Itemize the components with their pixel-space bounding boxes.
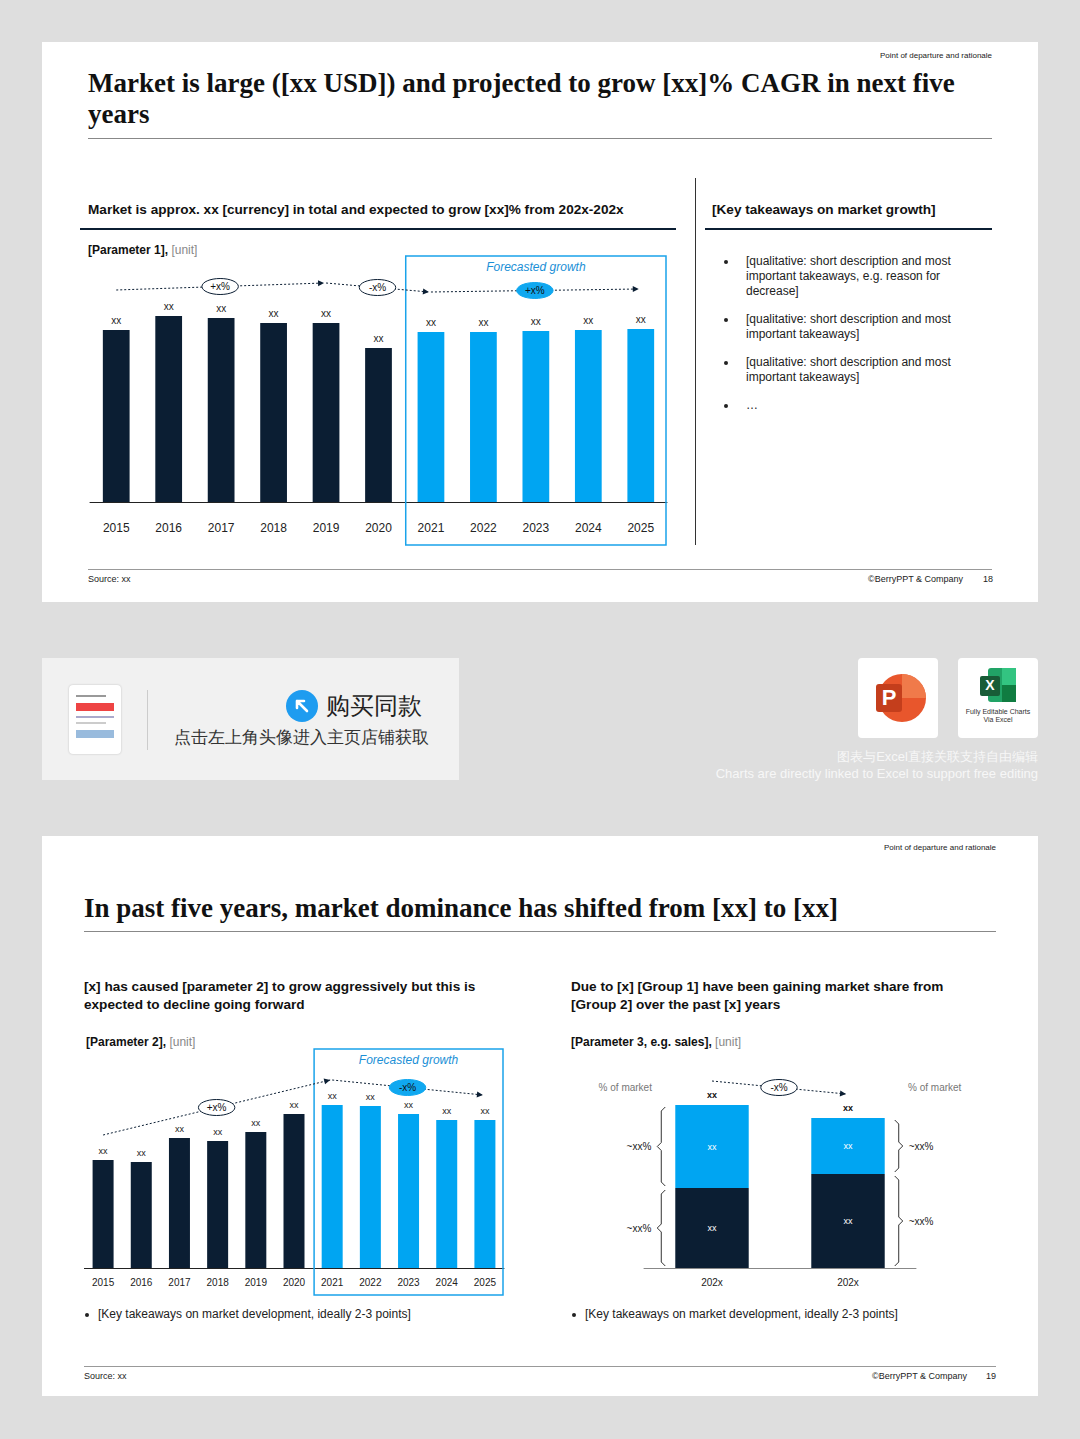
- html-text:P: P: [881, 685, 897, 710]
- svg-text:xx: xx: [480, 1106, 490, 1116]
- html-text:[Key takeaways on market devel: [Key takeaways on market development, id…: [585, 1307, 898, 1321]
- svg-text:xx: xx: [583, 315, 593, 326]
- svg-text:2023: 2023: [523, 521, 550, 535]
- svg-text:2024: 2024: [436, 1277, 459, 1288]
- svg-text:202x: 202x: [837, 1277, 859, 1288]
- svg-text:xx: xx: [374, 333, 384, 344]
- html-text:购买同款: 购买同款: [326, 692, 422, 719]
- svg-text:% of market: % of market: [908, 1082, 962, 1093]
- svg-text:+x%: +x%: [207, 1102, 227, 1113]
- svg-text:~xx%: ~xx%: [909, 1141, 934, 1152]
- svg-text:~xx%: ~xx%: [909, 1216, 934, 1227]
- svg-text:2020: 2020: [283, 1277, 306, 1288]
- svg-text:2024: 2024: [575, 521, 602, 535]
- svg-text:xx: xx: [531, 316, 541, 327]
- svg-text:+x%: +x%: [525, 285, 545, 296]
- html-text:[x] has caused [parameter 2] t: [x] has caused [parameter 2] to grow agg…: [84, 979, 476, 1012]
- html-text:Fully Editable Charts Via Exce: Fully Editable Charts Via Excel: [965, 708, 1031, 723]
- html-text:Due to [x] [Group 1] have been: Due to [x] [Group 1] have been gaining m…: [571, 979, 944, 1012]
- html-text:©BerryPPT & Company: ©BerryPPT & Company: [868, 574, 963, 584]
- svg-text:2018: 2018: [207, 1277, 230, 1288]
- svg-text:xx: xx: [844, 1216, 854, 1226]
- svg-text:xx: xx: [290, 1100, 300, 1110]
- svg-text:xx: xx: [175, 1124, 185, 1134]
- svg-text:xx: xx: [321, 308, 331, 319]
- html-text:Point of departure and rationa: Point of departure and rationale: [883, 843, 996, 852]
- svg-text:202x: 202x: [701, 1277, 723, 1288]
- svg-text:xx: xx: [636, 314, 646, 325]
- svg-text:xx: xx: [843, 1103, 853, 1113]
- svg-text:xx: xx: [708, 1142, 718, 1152]
- html-text:图表与Excel直接关联支持自由编辑: 图表与Excel直接关联支持自由编辑: [837, 749, 1038, 764]
- svg-text:-x%: -x%: [770, 1082, 787, 1093]
- html-text:Market is large ([xx USD]) and: Market is large ([xx USD]) and projected…: [88, 68, 955, 129]
- svg-text:2016: 2016: [155, 521, 182, 535]
- html-text:©BerryPPT & Company: ©BerryPPT & Company: [872, 1371, 967, 1381]
- html-text:In past five years, market dom: In past five years, market dominance has…: [84, 893, 838, 923]
- html-text:Source: xx: Source: xx: [88, 574, 131, 584]
- html-text:Point of departure and rationa: Point of departure and rationale: [879, 51, 992, 60]
- svg-text:2021: 2021: [418, 521, 445, 535]
- svg-text:xx: xx: [328, 1091, 338, 1101]
- svg-text:2025: 2025: [474, 1277, 497, 1288]
- svg-text:xx: xx: [442, 1106, 452, 1116]
- html-text:[qualitative: short descriptio: [qualitative: short description and most…: [746, 355, 951, 384]
- html-text:Source: xx: Source: xx: [84, 1371, 127, 1381]
- html-text:19: 19: [986, 1371, 996, 1381]
- svg-text:2018: 2018: [260, 521, 287, 535]
- svg-text:Forecasted growth: Forecasted growth: [359, 1053, 459, 1067]
- svg-text:xx: xx: [366, 1092, 376, 1102]
- svg-text:xx: xx: [707, 1090, 717, 1100]
- svg-text:xx: xx: [844, 1141, 854, 1151]
- svg-text:% of market: % of market: [599, 1082, 653, 1093]
- html-text:[Key takeaways on market devel: [Key takeaways on market development, id…: [98, 1307, 411, 1321]
- svg-text:2021: 2021: [321, 1277, 344, 1288]
- svg-text:2017: 2017: [168, 1277, 191, 1288]
- svg-text:xx: xx: [269, 308, 279, 319]
- svg-text:-x%: -x%: [369, 282, 386, 293]
- svg-text:2015: 2015: [92, 1277, 115, 1288]
- html-text:Charts are directly linked to: Charts are directly linked to Excel to s…: [715, 766, 1038, 781]
- html-text:[Parameter 1], [unit]: [Parameter 1], [unit]: [88, 243, 198, 257]
- html-text:X: X: [985, 677, 995, 693]
- svg-text:~xx%: ~xx%: [627, 1223, 652, 1234]
- svg-text:~xx%: ~xx%: [627, 1141, 652, 1152]
- html-text:18: 18: [983, 574, 993, 584]
- svg-text:2016: 2016: [130, 1277, 153, 1288]
- html-text:[Parameter 3, e.g. sales], [un: [Parameter 3, e.g. sales], [unit]: [571, 1035, 742, 1049]
- svg-text:-x%: -x%: [399, 1082, 416, 1093]
- svg-text:2022: 2022: [470, 521, 497, 535]
- svg-text:+x%: +x%: [210, 281, 230, 292]
- svg-text:xx: xx: [164, 301, 174, 312]
- svg-text:xx: xx: [111, 315, 121, 326]
- svg-text:xx: xx: [251, 1118, 261, 1128]
- svg-text:xx: xx: [213, 1127, 223, 1137]
- html-text:[qualitative: short descriptio: [qualitative: short description and most…: [746, 312, 951, 341]
- svg-text:2019: 2019: [313, 521, 340, 535]
- html-text:[Parameter 2], [unit]: [Parameter 2], [unit]: [86, 1035, 196, 1049]
- html-text:[qualitative: short descriptio: [qualitative: short description and most…: [746, 254, 951, 298]
- svg-text:2023: 2023: [397, 1277, 420, 1288]
- svg-text:xx: xx: [137, 1148, 147, 1158]
- svg-text:2015: 2015: [103, 521, 130, 535]
- svg-text:2020: 2020: [365, 521, 392, 535]
- svg-text:2025: 2025: [627, 521, 654, 535]
- svg-text:2019: 2019: [245, 1277, 268, 1288]
- svg-text:xx: xx: [708, 1223, 718, 1233]
- svg-text:xx: xx: [478, 317, 488, 328]
- html-text:点击左上角头像进入主页店铺获取: 点击左上角头像进入主页店铺获取: [174, 728, 429, 747]
- svg-text:xx: xx: [99, 1146, 109, 1156]
- html-text:[Key takeaways on market growt: [Key takeaways on market growth]: [712, 202, 936, 217]
- svg-text:Forecasted growth: Forecasted growth: [486, 260, 586, 274]
- svg-text:2017: 2017: [208, 521, 235, 535]
- svg-text:xx: xx: [404, 1100, 414, 1110]
- html-text:Market is approx. xx [currency: Market is approx. xx [currency] in total…: [88, 202, 624, 217]
- svg-text:xx: xx: [216, 303, 226, 314]
- svg-text:xx: xx: [426, 317, 436, 328]
- svg-text:2022: 2022: [359, 1277, 382, 1288]
